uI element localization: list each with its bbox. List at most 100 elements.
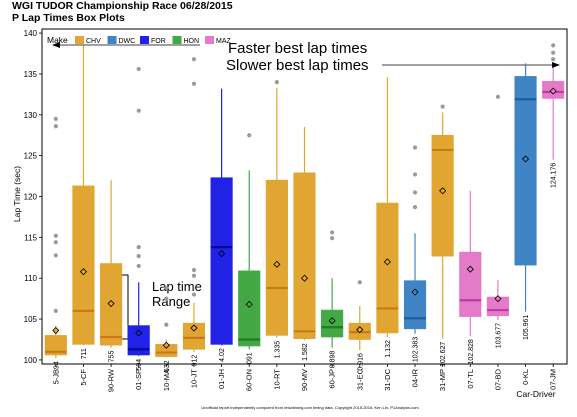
category-label: 01-SP xyxy=(134,369,143,390)
outlier-point xyxy=(191,292,197,297)
outlier-point xyxy=(191,81,197,86)
outlier-point xyxy=(164,285,169,291)
mean-marker xyxy=(218,250,226,258)
category-label: 01-JH xyxy=(217,369,226,389)
best-lap-label: 0.898 xyxy=(330,351,337,369)
mean-marker xyxy=(494,295,502,303)
mean-marker xyxy=(52,326,60,335)
category-label: 0-KL xyxy=(521,369,530,385)
mean-marker xyxy=(245,300,253,308)
x-axis-label: Car-Driver xyxy=(516,389,555,399)
y-tick-label: 120 xyxy=(24,193,38,202)
legend-item-label: FOR xyxy=(151,38,166,45)
mean-marker xyxy=(190,324,198,332)
box-01-jh: 4.02 01-JH xyxy=(210,88,233,389)
box-07-tl: 102.828 07-TL xyxy=(459,190,482,389)
box-31-mp: 102.627 31-MP xyxy=(431,104,454,391)
legend-item-label: MAZ xyxy=(216,38,232,45)
category-label: 10-RT xyxy=(272,369,281,390)
y-axis-label: Lap Time (sec) xyxy=(12,166,22,222)
legend-item-label: DWC xyxy=(119,38,136,45)
best-lap-label: 755 xyxy=(109,351,116,363)
outlier-point xyxy=(412,172,418,177)
box-body xyxy=(238,270,261,347)
legend-swatch xyxy=(205,36,214,44)
category-label: 10-JT xyxy=(189,369,198,389)
category-label: 07-JM xyxy=(549,369,558,390)
best-lap-label: 1.582 xyxy=(302,343,309,361)
category-label: 60-JP xyxy=(328,369,337,389)
mean-marker xyxy=(411,288,419,296)
best-lap-label: 1.335 xyxy=(274,341,281,359)
best-lap-label: 4.02 xyxy=(219,348,226,362)
box-0-kl: 105.961 0-KL xyxy=(514,63,537,385)
legend-item-label: HON xyxy=(184,38,200,45)
mean-marker xyxy=(521,155,530,163)
category-label: 31-EC xyxy=(355,368,364,390)
outlier-point xyxy=(136,254,141,259)
outlier-point xyxy=(53,240,58,245)
best-lap-label: 1.132 xyxy=(385,340,392,358)
outlier-point xyxy=(136,108,141,113)
y-tick-label: 100 xyxy=(24,356,38,365)
range-annotation-line1: Lap time xyxy=(152,279,202,294)
best-lap-label: 102.627 xyxy=(440,342,447,367)
mean-marker xyxy=(273,260,281,268)
box-07-bd: 103.677 07-BD xyxy=(486,94,509,390)
mean-marker xyxy=(162,341,170,349)
best-lap-label: 94 xyxy=(53,361,60,369)
y-tick-label: 125 xyxy=(24,152,38,161)
faster-annotation: Faster best lap times xyxy=(228,40,367,57)
best-lap-label: 091 xyxy=(247,352,254,364)
chart-subtitle: P Lap Times Box Plots xyxy=(12,12,125,24)
range-annotation-line2: Range xyxy=(152,294,190,309)
y-tick-label: 105 xyxy=(24,315,38,324)
outlier-point xyxy=(136,245,141,250)
outlier-point xyxy=(164,296,169,301)
mean-marker xyxy=(466,265,474,273)
best-lap-label: 102.828 xyxy=(468,339,475,364)
outlier-point xyxy=(412,190,418,195)
box-body xyxy=(514,76,537,266)
best-lap-label: 504 xyxy=(136,359,143,371)
outlier-point xyxy=(412,205,418,210)
best-lap-label: 711 xyxy=(81,348,88,359)
outlier-point xyxy=(330,236,335,241)
outlier-point xyxy=(136,263,141,269)
mean-marker xyxy=(383,258,391,266)
outlier-point xyxy=(551,43,556,48)
mean-marker xyxy=(549,87,557,95)
box-90-rw: 755 90-RW xyxy=(100,180,123,392)
category-label: 10-MA xyxy=(162,369,171,391)
legend-swatch xyxy=(140,36,149,44)
category-label: 07-TL xyxy=(466,369,475,389)
outlier-point xyxy=(53,124,58,129)
mean-marker xyxy=(328,317,336,325)
box-60-on: 091 60-ON xyxy=(238,133,261,391)
outlier-point xyxy=(274,80,279,85)
legend-title: Make xyxy=(47,35,68,45)
range-bracket xyxy=(117,274,129,340)
best-lap-label: 105.961 xyxy=(523,315,530,340)
outlier-point xyxy=(330,230,335,235)
mean-marker xyxy=(356,326,364,334)
category-label: 90-MV xyxy=(300,369,309,391)
outlier-point xyxy=(440,104,445,109)
y-tick-label: 115 xyxy=(24,233,37,242)
y-tick-label: 140 xyxy=(24,29,38,38)
outlier-point xyxy=(412,145,418,150)
mean-marker xyxy=(107,299,115,308)
box-90-mv: 1.582 90-MV xyxy=(293,127,316,391)
best-lap-label: 912 xyxy=(191,355,198,367)
best-lap-label: 103.677 xyxy=(495,323,502,348)
outlier-point xyxy=(136,66,141,72)
box-04-ir: 102.383 04-IR xyxy=(403,145,427,387)
best-lap-label: 632 xyxy=(164,360,171,372)
outlier-point xyxy=(551,57,556,62)
category-label: 90-RW xyxy=(107,368,116,392)
